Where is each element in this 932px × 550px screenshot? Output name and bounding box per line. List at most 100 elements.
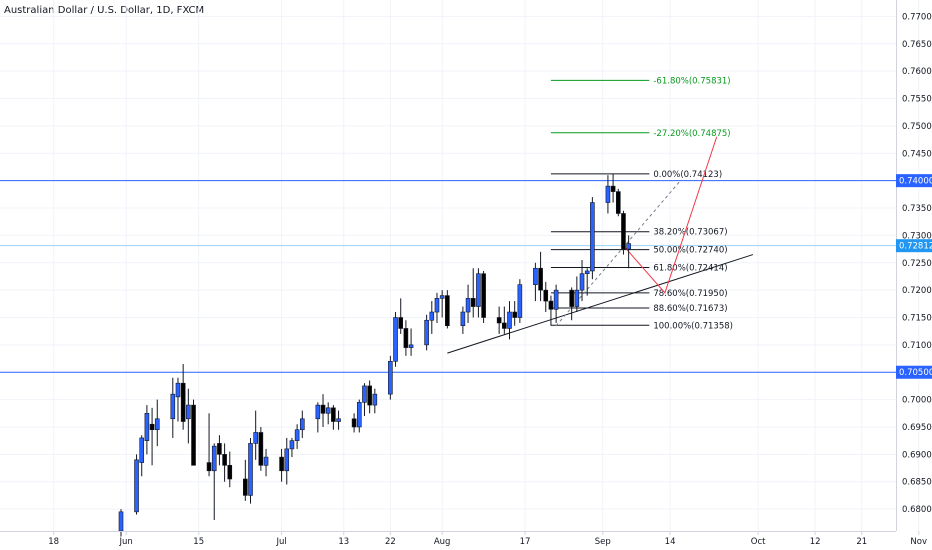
candle-body (621, 213, 626, 250)
x-tick-label: 17 (520, 537, 531, 547)
fib-level-label: 78.60%(0.71950) (653, 289, 727, 299)
candle-body (175, 382, 181, 398)
candle-body (139, 437, 145, 463)
candle-body (605, 185, 611, 203)
candle-body (320, 404, 326, 414)
candle-body (284, 448, 290, 472)
candle-body (481, 273, 486, 318)
x-tick-label: 14 (665, 537, 676, 547)
candle-body (398, 317, 404, 329)
fib-level-label: 50.00%(0.72740) (653, 246, 727, 256)
candle-body (336, 418, 341, 422)
candle-body (439, 295, 445, 299)
candle-body (351, 418, 357, 428)
candle-body (569, 289, 574, 307)
horizontal-level-tag (896, 365, 932, 379)
candle-body (227, 465, 233, 480)
trendline[interactable] (447, 254, 754, 354)
horizontal-level-tag (896, 174, 932, 188)
candle-body (206, 462, 212, 472)
candle-body (289, 440, 295, 450)
candle-body (476, 273, 481, 307)
candle-body (362, 385, 367, 403)
fibonacci-retracement: -61.80%(0.75831) -27.20%(0.74875) 0.00%(0.… (550, 76, 733, 331)
candle-body (429, 311, 435, 321)
horizontal-levels (0, 180, 896, 373)
candle-body (548, 300, 554, 310)
chart-title: Australian Dollar / U.S. Dollar, 1D, FXC… (4, 5, 204, 16)
candle-body (403, 328, 409, 348)
candle-body (388, 360, 393, 395)
candle-body (325, 407, 331, 414)
candle-body (222, 454, 227, 466)
candle-body (590, 202, 595, 272)
candle-body (408, 344, 414, 348)
candle-body (512, 311, 517, 318)
candle-body (470, 298, 476, 307)
candle-body (507, 311, 512, 329)
candle-body (543, 289, 549, 302)
x-tick-label: Oct (751, 537, 766, 547)
candle-body (331, 407, 336, 422)
candle-body (584, 270, 590, 275)
candle-body (243, 478, 248, 496)
candle-body (191, 404, 196, 466)
candle-body (356, 402, 362, 428)
price-tags: 0.74000 0.70500 0.72812 (896, 174, 932, 379)
red-projection[interactable] (623, 136, 718, 294)
x-tick-label: Sep (595, 537, 611, 547)
fib-level-label: 100.00%(0.71358) (653, 321, 733, 331)
x-tick-label: 18 (48, 537, 59, 547)
candle-body (180, 382, 186, 422)
x-tick-label: Jun (119, 537, 133, 547)
candle-body (211, 445, 217, 472)
candle-body (367, 385, 372, 406)
candle-body (574, 289, 580, 307)
x-tick-label: 12 (810, 537, 821, 547)
candle-body (393, 317, 398, 362)
candle-body (154, 418, 160, 431)
grid (0, 0, 920, 531)
candle-body (279, 456, 284, 472)
candle-body (615, 191, 621, 214)
candle-body (315, 404, 321, 420)
candle-body (553, 289, 559, 310)
candle-body (186, 404, 191, 420)
fib-level-label: 61.80%(0.72414) (653, 263, 727, 273)
candle-body (496, 317, 502, 324)
candle-body (538, 267, 543, 291)
candle-body (294, 429, 300, 441)
fib-level-label: 0.00%(0.74123) (653, 170, 722, 180)
candle-body (626, 243, 631, 250)
candle-body (299, 418, 305, 431)
x-tick-label: 21 (856, 537, 867, 547)
candle-body (372, 393, 378, 406)
fib-level-label: 38.20%(0.73067) (653, 228, 727, 238)
x-tick-label: Aug (434, 537, 451, 547)
x-tick-label: Jul (275, 537, 286, 547)
candle-body (579, 273, 585, 291)
candle-body (533, 267, 538, 285)
fib-level-label: -27.20%(0.74875) (653, 129, 730, 139)
candle-body (445, 295, 450, 327)
candle-body (502, 322, 507, 329)
horizontal-level-tag-label: 0.74000 (899, 177, 932, 187)
candle-body (134, 459, 139, 513)
time-axis[interactable]: 18 Jun 15 Jul 13 22 Aug 17 Sep 14 Oct 12 21 Nov (48, 531, 927, 547)
